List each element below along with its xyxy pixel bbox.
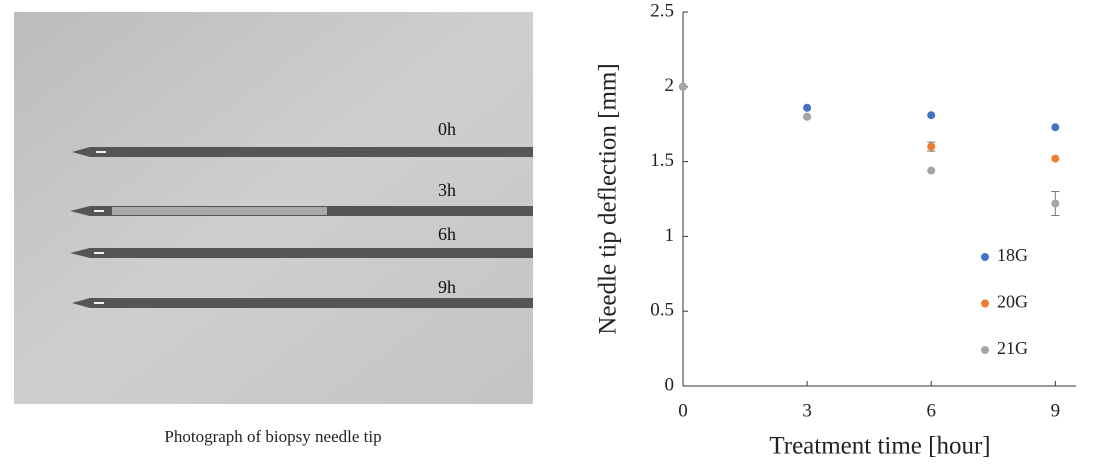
point (803, 103, 812, 112)
legend-marker (981, 346, 989, 354)
point (927, 166, 936, 175)
photo-label: 0h (438, 119, 456, 139)
x-tick-label: 3 (802, 400, 812, 421)
needle (70, 147, 533, 308)
y-tick-label: 1 (665, 225, 675, 246)
y-tick-label: 0 (665, 374, 675, 395)
point (1051, 154, 1060, 163)
legend-label: 21G (997, 338, 1028, 358)
point (927, 142, 936, 151)
caption: Photograph of biopsy needle tip (164, 427, 381, 446)
point (803, 112, 812, 121)
y-tick-label: 0.5 (650, 300, 674, 321)
point (1051, 123, 1060, 132)
point (679, 82, 687, 91)
point (927, 111, 936, 120)
legend-label: 18G (997, 245, 1028, 265)
legend-marker (981, 253, 989, 261)
y-axis-title: Needle tip deflection [mm] (595, 63, 622, 334)
x-tick-label: 9 (1051, 400, 1061, 421)
legend-marker (981, 299, 989, 308)
photo-label: 9h (438, 277, 456, 297)
photo-label: 3h (438, 180, 456, 200)
x-axis-title: Treatment time [hour] (769, 433, 990, 460)
photo-label: 6h (438, 224, 456, 244)
y-tick-label: 2 (665, 75, 675, 96)
x-tick-label: 0 (678, 400, 688, 421)
point (1051, 199, 1060, 208)
legend-label: 20G (997, 292, 1028, 312)
photo: 0h 3h 6h 9h (14, 12, 533, 404)
y-tick-label: 2.5 (650, 0, 674, 21)
x-tick-label: 6 (926, 400, 936, 421)
y-tick-label: 1.5 (650, 150, 674, 171)
